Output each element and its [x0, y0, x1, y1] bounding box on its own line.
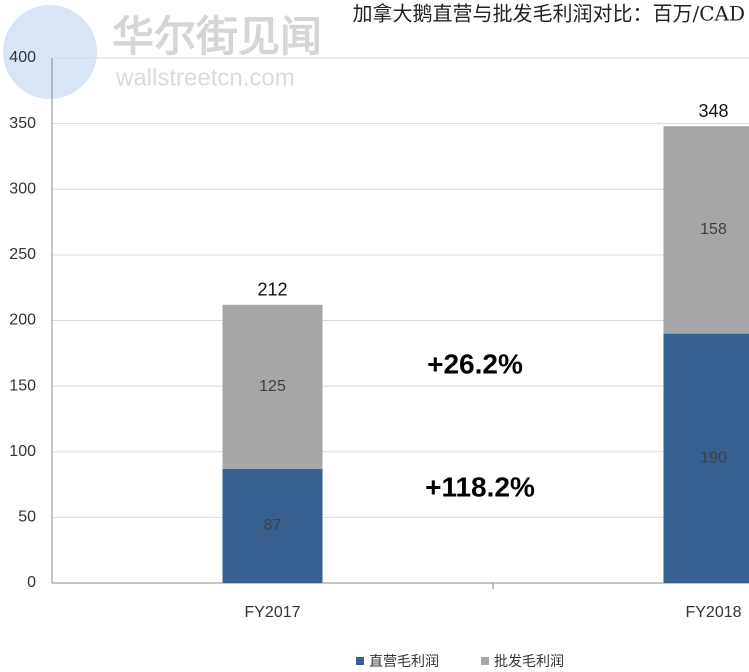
- y-tick-label: 0: [27, 574, 36, 591]
- annotation: +118.2%: [425, 471, 535, 502]
- annotation: +26.2%: [427, 348, 523, 379]
- watermark-name: 华尔街见闻: [112, 13, 322, 60]
- legend-label: 直营毛利润: [369, 653, 439, 670]
- value-label: 87: [264, 517, 282, 534]
- bar-segment: [663, 126, 749, 334]
- legend-swatch: [481, 657, 489, 665]
- x-tick-label: FY2017: [244, 604, 300, 621]
- bar-segment: [222, 468, 323, 583]
- value-label: 190: [700, 450, 727, 467]
- y-tick-label: 300: [9, 180, 36, 197]
- value-label: 158: [700, 221, 727, 238]
- legend-swatch: [356, 657, 364, 665]
- total-label: 212: [257, 280, 287, 300]
- y-tick-label: 100: [9, 443, 36, 460]
- y-tick-label: 50: [18, 509, 36, 526]
- y-tick-label: 350: [9, 115, 36, 132]
- total-label: 348: [698, 101, 728, 121]
- chart-title: 加拿大鹅直营与批发毛利润对比：百万/CAD: [352, 2, 745, 26]
- watermark-logo: [3, 5, 97, 99]
- legend-label: 批发毛利润: [494, 654, 564, 670]
- value-label: 125: [259, 378, 286, 395]
- x-tick-label: FY2018: [685, 604, 741, 621]
- bar-segment: [663, 333, 749, 583]
- y-tick-label: 200: [9, 312, 36, 329]
- y-tick-label: 250: [9, 246, 36, 263]
- bar-segment: [222, 304, 323, 469]
- y-tick-label: 150: [9, 377, 36, 394]
- watermark-url: wallstreetcn.com: [115, 64, 295, 91]
- y-tick-label: 400: [9, 49, 36, 66]
